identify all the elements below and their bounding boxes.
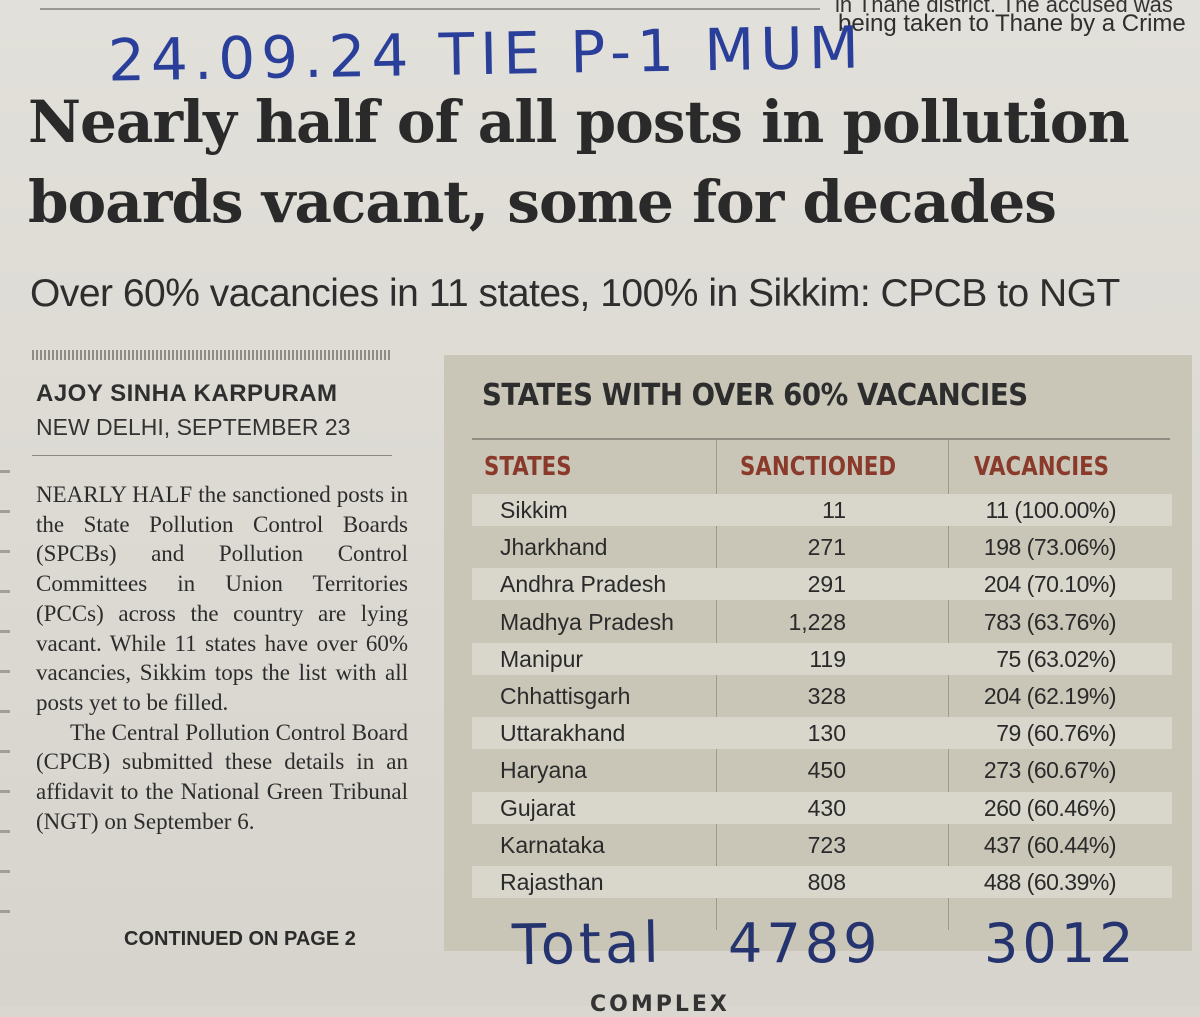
cell-sanctioned: 430 [807,794,846,821]
previous-article-snippet-line2: being taken to Thane by a Crime [838,10,1186,37]
column-header-sanctioned: SANCTIONED [740,452,897,482]
cell-vacancies: 79 (60.76%) [996,720,1116,747]
top-rule [40,0,820,10]
cell-state: Rajasthan [500,869,604,895]
byline-dotted-rule [32,350,392,360]
cell-sanctioned: 130 [807,720,846,747]
table-row: Madhya Pradesh 1,228 783 (63.76%) [472,606,1172,638]
cell-sanctioned: 271 [807,534,846,561]
column-divider-2 [948,440,949,930]
table-row: Chhattisgarh 328 204 (62.19%) [472,680,1172,712]
cell-state: Sikkim [500,497,568,523]
next-article-heading-fragment: COMPLEX [590,992,730,1017]
table-row: Manipur 119 75 (63.02%) [472,642,1172,675]
cell-sanctioned: 11 [822,497,846,523]
column-divider-1 [716,440,717,930]
table-row: Gujarat 430 260 (60.46%) [472,791,1172,824]
byline: AJOY SINHA KARPURAM [36,380,338,407]
table-title-rule [472,438,1170,440]
cell-state: Haryana [500,757,587,784]
cell-vacancies: 198 (73.06%) [983,534,1117,561]
table-row: Jharkhand 271 198 (73.06%) [472,531,1172,563]
subheadline: Over 60% vacancies in 11 states, 100% in… [30,272,1120,315]
headline-line2: boards vacant, some for decades [28,168,1057,236]
article-paragraph-1: NEARLY HALF the sanctioned posts in the … [36,482,408,715]
cell-state: Chhattisgarh [500,683,631,709]
table-row: Karnataka 723 437 (60.44%) [472,829,1172,861]
byline-divider [32,455,392,456]
cell-vacancies: 204 (62.19%) [983,683,1117,709]
table-row: Uttarakhand 130 79 (60.76%) [472,717,1172,750]
table-title: STATES WITH OVER 60% VACANCIES [482,378,1028,413]
column-header-vacancies: VACANCIES [974,452,1110,482]
continued-on-page: CONTINUED ON PAGE 2 [124,928,356,950]
table-row: Haryana 450 273 (60.67%) [472,754,1172,786]
cell-state: Manipur [500,645,584,672]
dateline: NEW DELHI, SEPTEMBER 23 [36,414,351,440]
cell-sanctioned: 808 [807,869,846,895]
table-row: Andhra Pradesh 291 204 (70.10%) [472,568,1172,601]
cell-vacancies: 437 (60.44%) [983,831,1117,858]
cell-vacancies: 204 (70.10%) [983,571,1117,598]
cell-state: Madhya Pradesh [500,608,674,635]
article-body: NEARLY HALF the sanctioned posts in the … [36,480,408,836]
cell-vacancies: 75 (63.02%) [996,645,1116,672]
previous-article-snippet-line1: in Thane district. The accused was [835,0,1195,12]
cell-vacancies: 488 (60.39%) [983,869,1117,895]
table-row: Rajasthan 808 488 (60.39%) [472,866,1172,898]
cell-state: Gujarat [500,794,576,821]
cell-state: Uttarakhand [500,720,626,747]
cell-sanctioned: 723 [807,831,846,858]
cell-vacancies: 260 (60.46%) [983,794,1117,821]
cell-vacancies: 11 (100.00%) [985,497,1117,523]
left-margin-marks [0,470,10,930]
handwritten-total-label: Total [511,910,664,979]
cell-vacancies: 273 (60.67%) [983,757,1117,784]
handwritten-total-vacancies: 3012 [984,912,1138,975]
cell-sanctioned: 328 [807,683,846,709]
cell-vacancies: 783 (63.76%) [983,608,1117,635]
cell-sanctioned: 291 [807,571,846,598]
headline-line1: Nearly half of all posts in pollution [28,88,1130,156]
column-header-states: STATES [484,452,572,482]
cell-state: Jharkhand [500,534,608,561]
cell-state: Andhra Pradesh [500,571,667,598]
headline: Nearly half of all posts in pollution bo… [28,82,1198,242]
cell-state: Karnataka [500,831,605,858]
handwritten-total-sanctioned: 4789 [728,912,882,975]
cell-sanctioned: 119 [809,645,846,672]
cell-sanctioned: 1,228 [788,608,846,635]
article-paragraph-2: The Central Pollution Control Board (CPC… [36,719,408,834]
cell-sanctioned: 450 [807,757,846,784]
table-row: Sikkim 11 11 (100.00%) [472,494,1172,526]
